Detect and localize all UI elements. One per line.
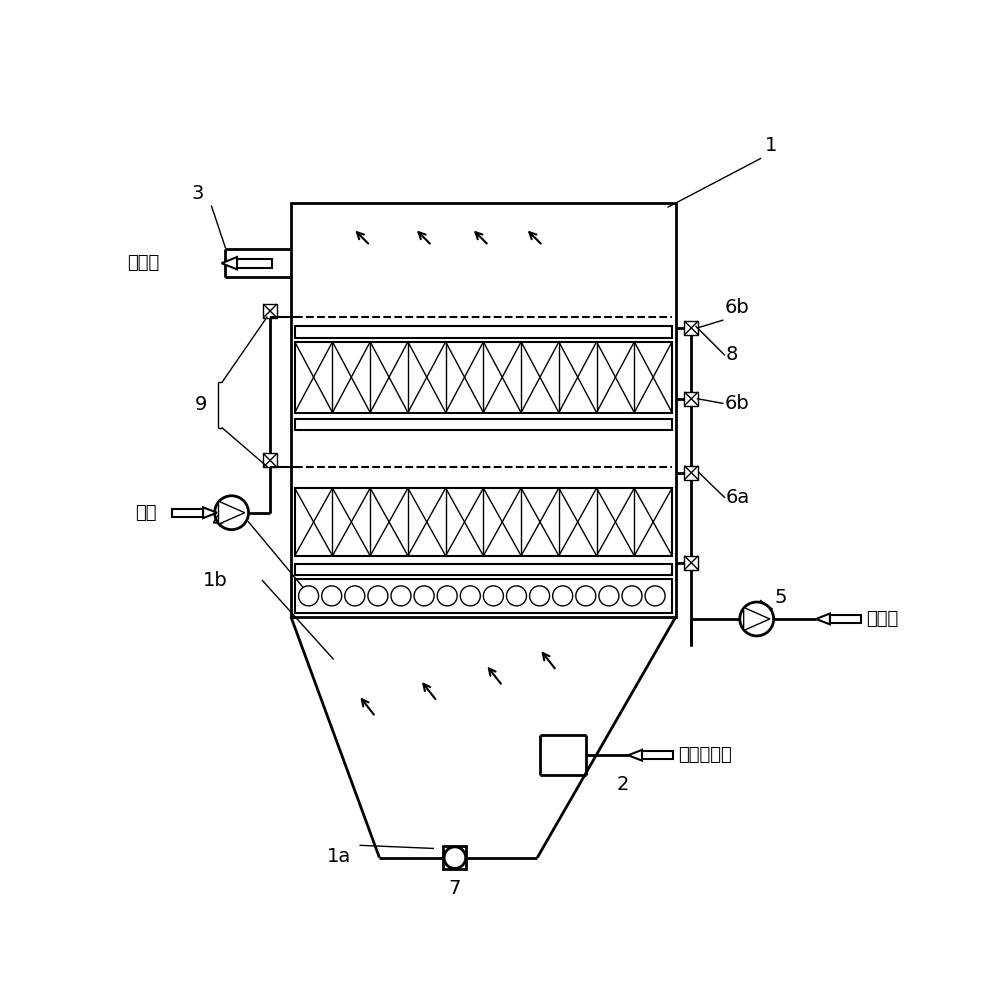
Circle shape — [214, 496, 249, 530]
Bar — [295, 419, 672, 430]
Circle shape — [321, 586, 342, 606]
Polygon shape — [816, 614, 830, 624]
Bar — [295, 326, 672, 338]
Text: 2: 2 — [616, 774, 629, 794]
Bar — [684, 321, 698, 335]
Bar — [295, 488, 672, 556]
Bar — [684, 466, 698, 480]
Text: 9: 9 — [195, 395, 207, 414]
Circle shape — [345, 586, 365, 606]
Circle shape — [414, 586, 434, 606]
Circle shape — [576, 586, 596, 606]
Bar — [642, 751, 672, 759]
Text: 1: 1 — [765, 136, 777, 155]
Circle shape — [484, 586, 503, 606]
Circle shape — [506, 586, 527, 606]
Bar — [172, 509, 203, 517]
Bar — [295, 579, 672, 613]
Text: 4: 4 — [211, 512, 224, 531]
Text: 6b: 6b — [724, 298, 749, 317]
Bar — [443, 846, 467, 869]
Bar — [830, 615, 861, 623]
Circle shape — [530, 586, 549, 606]
Text: 焦炉烟道气: 焦炉烟道气 — [678, 746, 732, 764]
Circle shape — [444, 847, 466, 868]
Polygon shape — [203, 507, 217, 518]
Bar — [263, 304, 277, 318]
Text: 6b: 6b — [724, 394, 749, 413]
Circle shape — [740, 602, 774, 636]
Circle shape — [391, 586, 411, 606]
Text: 净烟气: 净烟气 — [127, 254, 159, 272]
Polygon shape — [218, 501, 245, 524]
Bar — [684, 556, 698, 570]
Text: 3: 3 — [192, 184, 203, 203]
Circle shape — [437, 586, 457, 606]
Bar — [295, 342, 672, 413]
Bar — [295, 564, 672, 575]
Circle shape — [460, 586, 481, 606]
Circle shape — [552, 586, 573, 606]
Bar — [291, 203, 676, 617]
Bar — [237, 259, 271, 268]
Polygon shape — [744, 607, 770, 631]
Bar — [684, 392, 698, 406]
Text: 热风: 热风 — [135, 504, 156, 522]
Text: 1a: 1a — [327, 847, 351, 866]
Circle shape — [599, 586, 619, 606]
Text: 6a: 6a — [725, 488, 750, 507]
Circle shape — [299, 586, 318, 606]
Circle shape — [622, 586, 642, 606]
Text: 1b: 1b — [203, 571, 228, 590]
Text: 8: 8 — [725, 345, 738, 364]
Bar — [263, 453, 277, 467]
Circle shape — [368, 586, 388, 606]
Text: 7: 7 — [448, 879, 461, 898]
Text: 冲洗水: 冲洗水 — [866, 610, 898, 628]
Polygon shape — [628, 750, 642, 761]
Text: 5: 5 — [775, 588, 787, 607]
Circle shape — [645, 586, 665, 606]
Polygon shape — [221, 257, 237, 269]
